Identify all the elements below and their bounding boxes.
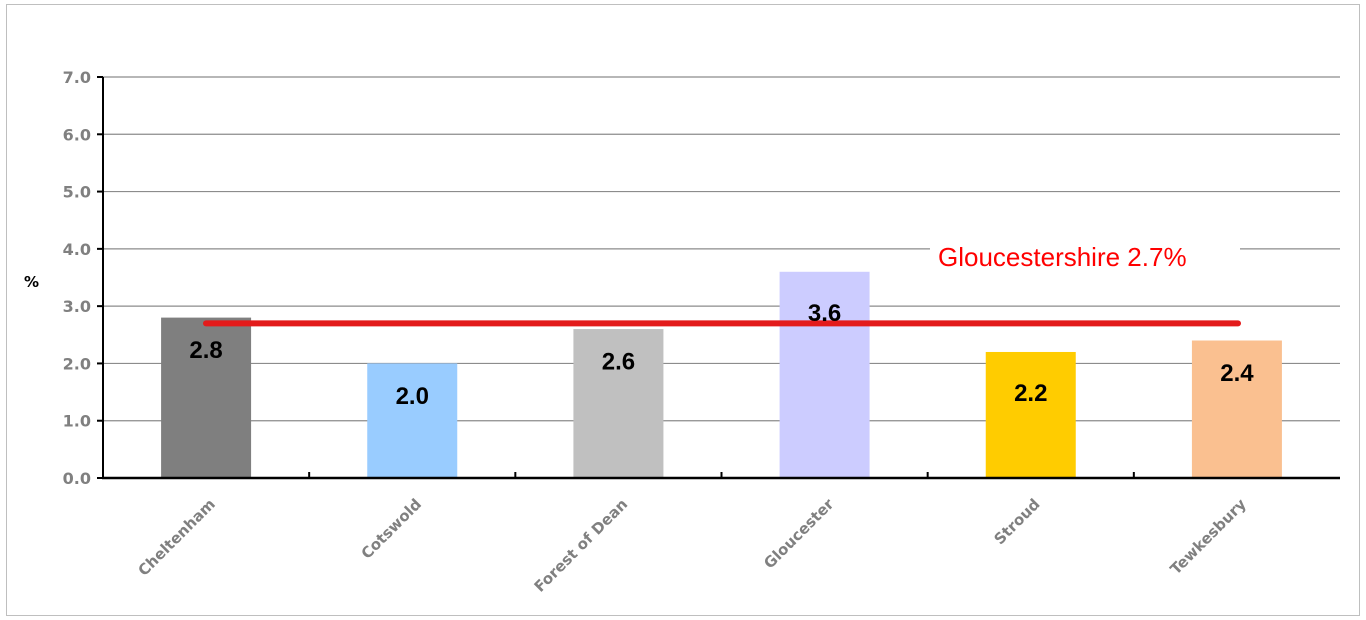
x-tick-labels: Cheltenham Cotswold Forest of Dean Gloucest… bbox=[134, 495, 1249, 596]
y-tick-label: 3.0 bbox=[63, 297, 91, 316]
bar-cotswold bbox=[367, 363, 458, 478]
y-tick-label: 5.0 bbox=[63, 183, 91, 202]
bar-data-labels: 2.8 2.0 2.6 3.6 2.2 2.4 bbox=[189, 300, 1254, 410]
y-axis-label: % bbox=[24, 273, 39, 291]
bar-data-label: 2.8 bbox=[189, 337, 222, 364]
y-tick-label: 7.0 bbox=[63, 68, 91, 87]
bar-data-label: 2.2 bbox=[1014, 380, 1047, 407]
x-tick-label: Forest of Dean bbox=[531, 495, 632, 596]
axes bbox=[97, 76, 1340, 480]
bar-data-label: 3.6 bbox=[808, 300, 841, 327]
bar-data-label: 2.4 bbox=[1220, 360, 1254, 387]
y-tick-label: 6.0 bbox=[63, 125, 91, 144]
y-tick-label: 0.0 bbox=[63, 469, 91, 488]
x-tick-label: Cheltenham bbox=[134, 495, 218, 579]
x-tick-label: Tewkesbury bbox=[1167, 495, 1250, 578]
bar-gloucester bbox=[779, 271, 870, 478]
y-tick-labels: 0.0 1.0 2.0 3.0 4.0 5.0 6.0 7.0 bbox=[63, 68, 91, 488]
bar-cheltenham bbox=[161, 317, 252, 478]
bar-data-label: 2.6 bbox=[602, 349, 635, 376]
x-tick-label: Cotswold bbox=[358, 495, 426, 563]
x-tick-label: Stroud bbox=[990, 495, 1043, 548]
reference-label-background bbox=[930, 236, 1240, 276]
bar-stroud bbox=[985, 351, 1076, 478]
bar-tewkesbury bbox=[1191, 340, 1282, 478]
reference-line-group: Gloucestershire 2.7% bbox=[203, 236, 1241, 327]
bars bbox=[161, 271, 1282, 478]
y-tick-label: 1.0 bbox=[63, 412, 91, 431]
y-tick-label: 4.0 bbox=[63, 240, 91, 259]
x-tick-label: Gloucester bbox=[760, 495, 838, 573]
y-tick-label: 2.0 bbox=[63, 354, 91, 373]
chart-frame bbox=[6, 4, 1360, 616]
bar-data-label: 2.0 bbox=[396, 383, 429, 410]
bar-forest-of-dean bbox=[573, 329, 664, 478]
reference-line-label: Gloucestershire 2.7% bbox=[938, 242, 1187, 272]
